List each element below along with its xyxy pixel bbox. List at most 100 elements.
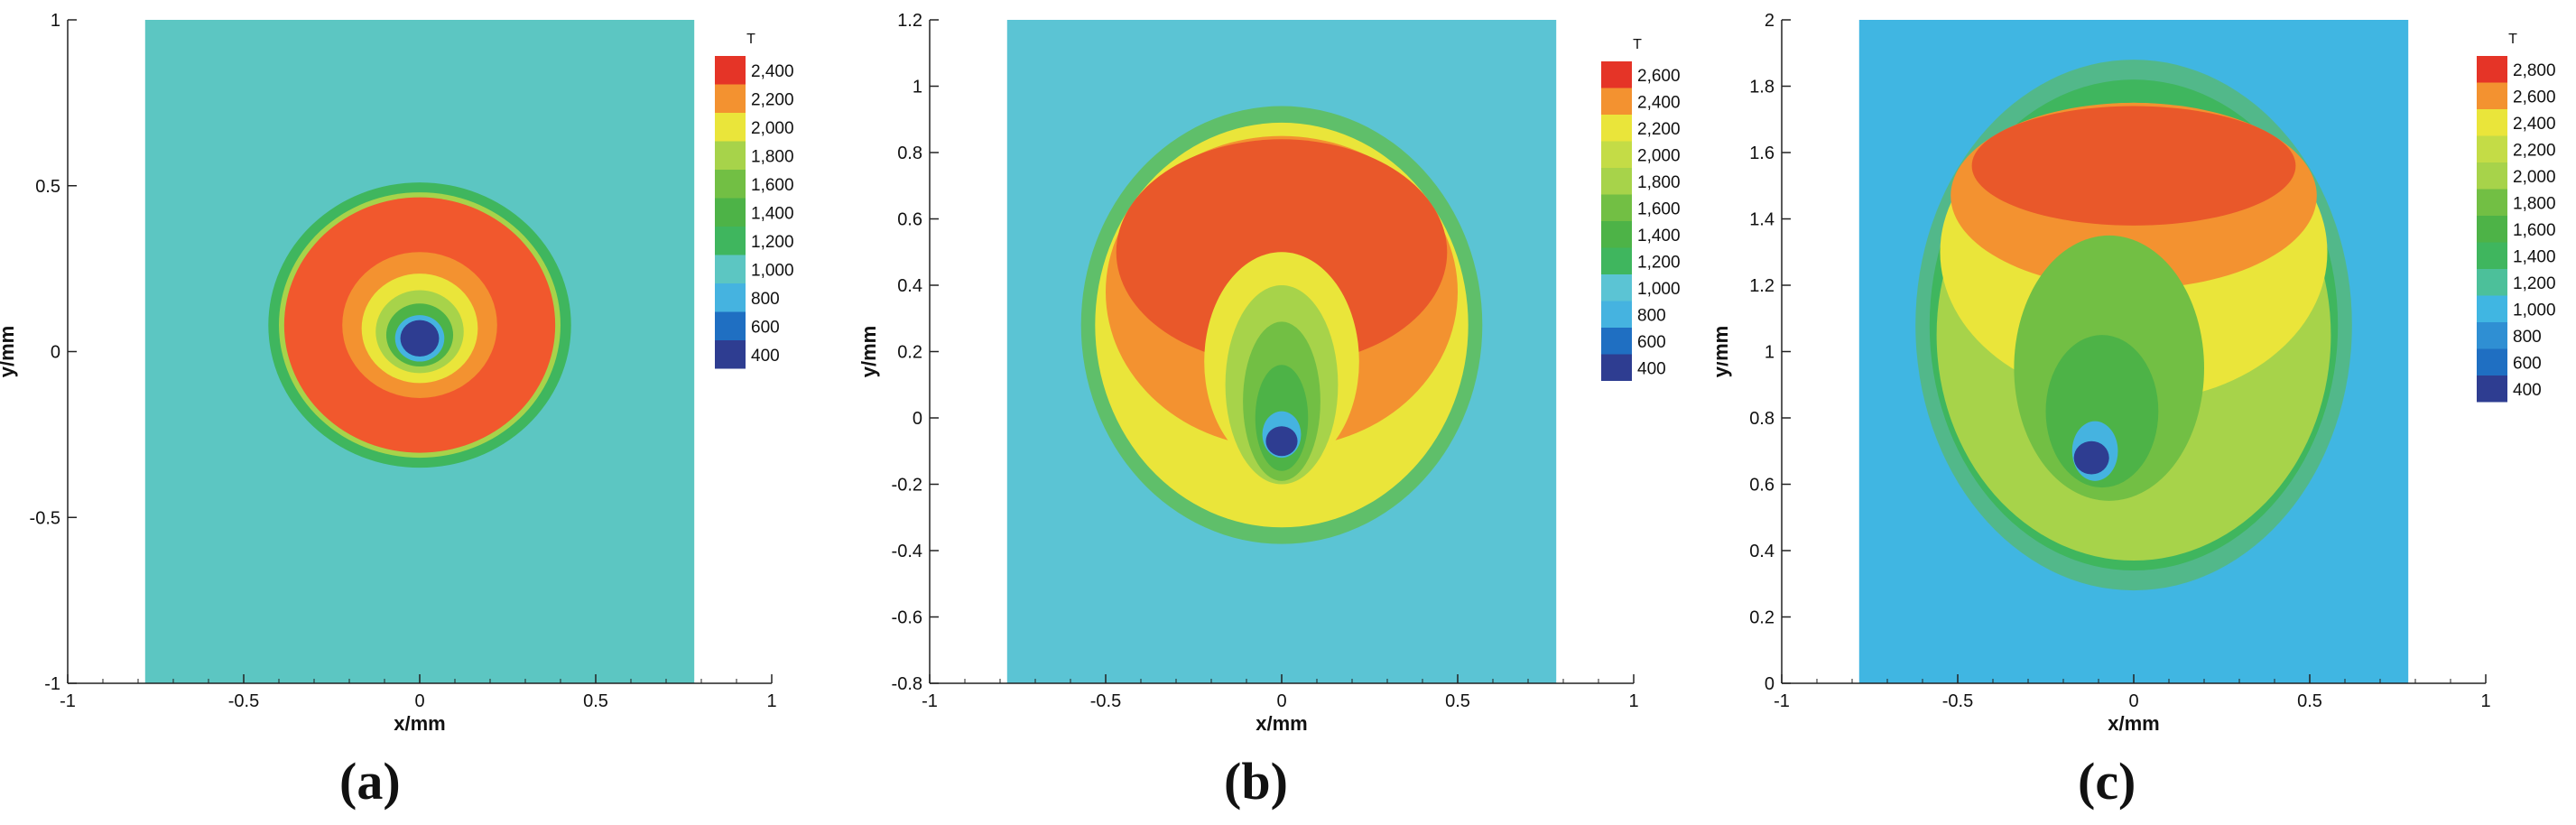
y-tick-label: 1.2 bbox=[897, 11, 922, 31]
legend-swatch bbox=[2477, 82, 2507, 109]
y-tick-label: -0.8 bbox=[892, 674, 922, 694]
legend-label: 2,000 bbox=[2513, 168, 2556, 187]
legend-swatch bbox=[2477, 216, 2507, 243]
y-tick-label: 0 bbox=[1765, 674, 1774, 694]
legend-swatch bbox=[2477, 242, 2507, 269]
y-tick-label: 0.6 bbox=[897, 210, 922, 230]
legend-swatch bbox=[715, 340, 746, 369]
legend-title: T bbox=[1633, 37, 1642, 52]
x-tick-label: 0 bbox=[414, 691, 424, 711]
contour-group bbox=[1915, 60, 2352, 591]
legend-swatch bbox=[1601, 115, 1632, 142]
x-tick-label: 1 bbox=[766, 691, 776, 711]
legend-label: 1,400 bbox=[1637, 227, 1681, 246]
legend-label: 2,400 bbox=[2513, 115, 2556, 134]
legend-swatch bbox=[715, 113, 746, 142]
y-tick-label: 0.2 bbox=[1749, 608, 1774, 628]
legend-label: 1,800 bbox=[1637, 173, 1681, 192]
panel-label-c: (c) bbox=[2078, 752, 2136, 811]
legend-label: 800 bbox=[1637, 306, 1666, 325]
legend-swatch bbox=[1601, 194, 1632, 221]
legend-swatch bbox=[1601, 274, 1632, 301]
y-axis-title: y/mm bbox=[858, 326, 880, 377]
y-tick-label: -0.2 bbox=[892, 476, 922, 496]
legend-label: 2,800 bbox=[2513, 61, 2556, 80]
contour-band-8 bbox=[400, 320, 440, 357]
legend-label: 400 bbox=[2513, 381, 2542, 400]
x-tick-label: 0 bbox=[2128, 691, 2138, 711]
heatmap-chart-c: -1 -0.5 0 0.5 1 0 0.2 0.4 0.6 0.8 1 1.2 1.4 1.6 1.8 2 x/… bbox=[1717, 11, 2556, 735]
x-tick-label: -0.5 bbox=[1942, 691, 1973, 711]
legend-label: 2,000 bbox=[1637, 146, 1681, 165]
contour-band-9 bbox=[1265, 426, 1298, 457]
legend-swatch bbox=[2477, 269, 2507, 296]
legend-label: 1,200 bbox=[1637, 253, 1681, 272]
legend-swatch bbox=[1601, 354, 1632, 381]
legend-label: 1,000 bbox=[1637, 280, 1681, 299]
heatmap-chart-b: -1 -0.5 0 0.5 1 -0.8 -0.6 -0.4 -0.2 0 0.2 0.4 0.6 0.8… bbox=[858, 11, 1681, 735]
legend-swatch bbox=[2477, 135, 2507, 162]
y-tick-label: 0.8 bbox=[1749, 409, 1774, 429]
legend-label: 1,000 bbox=[2513, 301, 2556, 320]
legend-label: 400 bbox=[1637, 359, 1666, 378]
contour-group bbox=[268, 182, 571, 468]
legend-swatch bbox=[2477, 322, 2507, 349]
legend-label: 800 bbox=[2513, 328, 2542, 347]
y-tick-label: -0.6 bbox=[892, 608, 922, 628]
legend-swatch bbox=[715, 227, 746, 255]
legend-label: 1,000 bbox=[751, 261, 794, 280]
chart-panel-c: -1 -0.5 0 0.5 1 0 0.2 0.4 0.6 0.8 1 1.2 1.4 1.6 1.8 2 x/… bbox=[1717, 0, 2576, 825]
y-tick-label: 1.4 bbox=[1749, 210, 1774, 230]
y-tick-label: 1 bbox=[913, 78, 922, 97]
y-tick-label: -0.4 bbox=[892, 542, 922, 561]
y-tick-label: 1.6 bbox=[1749, 144, 1774, 163]
legend-label: 2,400 bbox=[751, 62, 794, 81]
legend-swatch bbox=[715, 170, 746, 199]
legend-label: 1,600 bbox=[1637, 199, 1681, 218]
y-tick-label: 1 bbox=[51, 11, 60, 31]
y-axis-title: y/mm bbox=[0, 326, 18, 377]
legend-swatch bbox=[2477, 56, 2507, 83]
x-tick-label: -1 bbox=[60, 691, 76, 711]
y-tick-label: 2 bbox=[1765, 11, 1774, 31]
y-tick-label: 0.8 bbox=[897, 144, 922, 163]
legend-swatch bbox=[1601, 328, 1632, 355]
legend-swatch bbox=[2477, 295, 2507, 322]
legend-swatch bbox=[2477, 162, 2507, 190]
y-tick-label: 0 bbox=[51, 343, 60, 363]
heatmap-chart-a: -1 -0.5 0 0.5 1 -1 -0.5 0 0.5 1 x/mm y/mm T 2,400 2,20… bbox=[0, 11, 794, 735]
legend-label: 2,600 bbox=[1637, 67, 1681, 86]
legend-title: T bbox=[746, 32, 755, 47]
x-axis-title: x/mm bbox=[394, 712, 445, 735]
legend-swatch bbox=[2477, 348, 2507, 375]
legend-swatch bbox=[715, 56, 746, 85]
legend-swatch bbox=[715, 141, 746, 170]
legend-swatch bbox=[1601, 247, 1632, 274]
contour-band-9 bbox=[2073, 440, 2109, 475]
legend-label: 600 bbox=[2513, 354, 2542, 373]
legend-swatch bbox=[2477, 375, 2507, 403]
y-tick-label: -1 bbox=[44, 674, 60, 694]
y-tick-label: 0.2 bbox=[897, 343, 922, 363]
chart-panel-b: -1 -0.5 0 0.5 1 -0.8 -0.6 -0.4 -0.2 0 0.2 0.4 0.6 0.8… bbox=[858, 0, 1717, 825]
legend-label: 400 bbox=[751, 347, 780, 366]
x-tick-label: -1 bbox=[922, 691, 938, 711]
panel-label-a: (a) bbox=[339, 752, 401, 811]
y-tick-label: 0 bbox=[913, 409, 922, 429]
panel-label-b: (b) bbox=[1224, 752, 1288, 811]
legend-label: 2,200 bbox=[1637, 120, 1681, 139]
y-axis-title: y/mm bbox=[1717, 326, 1732, 377]
x-tick-label: 0.5 bbox=[1445, 691, 1470, 711]
legend-label: 1,200 bbox=[2513, 274, 2556, 293]
legend-swatch bbox=[1601, 88, 1632, 115]
contour-band-5 bbox=[1971, 106, 2296, 226]
x-tick-label: 1 bbox=[1628, 691, 1638, 711]
x-tick-label: -0.5 bbox=[1090, 691, 1121, 711]
x-tick-label: 1 bbox=[2480, 691, 2490, 711]
legend-label: 1,800 bbox=[2513, 194, 2556, 213]
legend-swatch bbox=[715, 283, 746, 312]
legend-label: 2,200 bbox=[751, 90, 794, 109]
y-tick-label: 0.6 bbox=[1749, 476, 1774, 496]
y-tick-label: 0.4 bbox=[1749, 542, 1774, 561]
legend-swatch bbox=[1601, 221, 1632, 248]
